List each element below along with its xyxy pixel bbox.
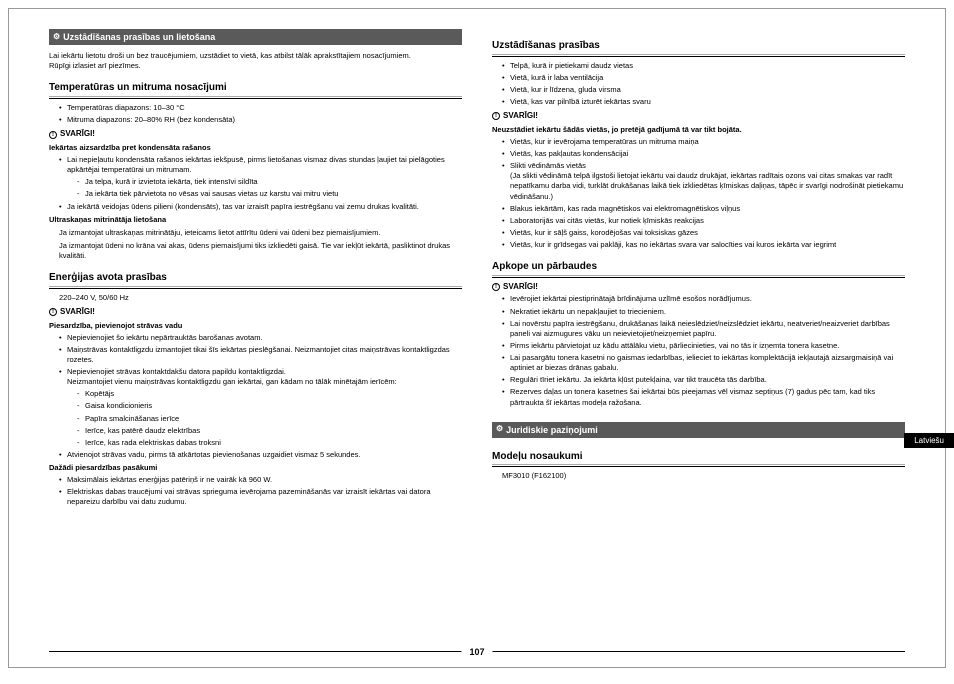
warning-icon: !	[492, 112, 500, 120]
warning-icon: !	[49, 131, 57, 139]
list-item: Mitruma diapazons: 20–80% RH (bez konden…	[59, 115, 462, 125]
bold-heading: Iekārtas aizsardzība pret kondensāta raš…	[49, 143, 462, 153]
list-item: Telpā, kurā ir pietiekami daudz vietas	[502, 61, 905, 71]
list-item: Maksimālais iekārtas enerģijas patēriņš …	[59, 475, 462, 485]
list-item: Ierīce, kas rada elektriskas dabas troks…	[77, 438, 462, 448]
text: Nepievienojiet strāvas kontaktdakšu dato…	[67, 367, 286, 376]
list-item: Lai pasargātu tonera kasetni no gaismas …	[502, 353, 905, 373]
list-item: Blakus iekārtām, kas rada magnētiskos va…	[502, 204, 905, 214]
list-item: Vietās, kas pakļautas kondensācijai	[502, 149, 905, 159]
list-item: Ievērojiet iekārtai piestiprinātajā brīd…	[502, 294, 905, 304]
warning-text: SVARĪGI!	[60, 307, 95, 318]
intro-line: Lai iekārtu lietotu droši un bez traucēj…	[49, 51, 462, 61]
bullet-list: Vietās, kur ir ievērojama temperatūras u…	[492, 137, 905, 250]
list-item: Pirms iekārtu pārvietojat uz kādu attālā…	[502, 341, 905, 351]
page-number: 107	[461, 647, 492, 657]
sub-list: Kopētājs Gaisa kondicionieris Papīra sma…	[67, 389, 462, 448]
list-item: Ja telpa, kurā ir izvietota iekārta, tie…	[77, 177, 462, 187]
warning-icon: !	[49, 308, 57, 316]
bold-heading: Dažādi piesardzības pasākumi	[49, 463, 462, 473]
text: Neizmantojiet vienu maiņstrāvas kontaktl…	[67, 377, 397, 386]
text: (Ja slikti vēdināmā telpā ilgstoši lieto…	[510, 171, 903, 200]
list-item: Vietās, kur ir grīdsegas vai paklāji, ka…	[502, 240, 905, 250]
text: Lai nepieļautu kondensāta rašanos iekārt…	[67, 155, 445, 174]
subheading-install-req: Uzstādīšanas prasības	[492, 39, 905, 57]
subheading-power: Enerģijas avota prasības	[49, 271, 462, 289]
language-tab: Latviešu	[904, 433, 954, 448]
list-item: Ierīce, kas patērē daudz elektrības	[77, 426, 462, 436]
left-column: ⚙Uzstādīšanas prasības un lietošana Lai …	[49, 29, 462, 510]
list-item: Vietās, kur ir ievērojama temperatūras u…	[502, 137, 905, 147]
gear-icon: ⚙	[496, 424, 503, 435]
list-item: Ja iekārta tiek pārvietota no vēsas vai …	[77, 189, 462, 199]
bullet-list: Telpā, kurā ir pietiekami daudz vietas V…	[492, 61, 905, 108]
bold-heading: Ultraskaņas mitrinātāja lietošana	[49, 215, 462, 225]
list-item: Vietā, kas var pilnībā izturēt iekārtas …	[502, 97, 905, 107]
model-text: MF3010 (F162100)	[492, 471, 905, 481]
list-item: Vietās, kur ir sāļš gaiss, korodējošas v…	[502, 228, 905, 238]
intro-text: Lai iekārtu lietotu droši un bez traucēj…	[49, 51, 462, 71]
section-title: Juridiskie paziņojumi	[506, 424, 598, 436]
warning-text: SVARĪGI!	[60, 129, 95, 140]
subheading-models: Modeļu nosaukumi	[492, 450, 905, 468]
section-title: Uzstādīšanas prasības un lietošana	[63, 31, 215, 43]
list-item: Vietā, kurā ir laba ventilācija	[502, 73, 905, 83]
list-item: Lai nepieļautu kondensāta rašanos iekārt…	[59, 155, 462, 200]
two-column-layout: ⚙Uzstādīšanas prasības un lietošana Lai …	[49, 29, 905, 510]
warning-text: SVARĪGI!	[503, 111, 538, 122]
list-item: Maiņstrāvas kontaktligzdu izmantojiet ti…	[59, 345, 462, 365]
list-item: Vietā, kur ir līdzena, gluda virsma	[502, 85, 905, 95]
list-item: Nepievienojiet šo iekārtu nepārtrauktās …	[59, 333, 462, 343]
bullet-list: Lai nepieļautu kondensāta rašanos iekārt…	[49, 155, 462, 212]
subheading-maintenance: Apkope un pārbaudes	[492, 260, 905, 278]
list-item: Papīra smalcināšanas ierīce	[77, 414, 462, 424]
list-item: Gaisa kondicionieris	[77, 401, 462, 411]
list-item: Atvienojot strāvas vadu, pirms tā atkārt…	[59, 450, 462, 460]
warning-label: !SVARĪGI!	[49, 307, 462, 318]
bullet-list: Nepievienojiet šo iekārtu nepārtrauktās …	[49, 333, 462, 460]
warning-icon: !	[492, 283, 500, 291]
list-item: Regulāri tīriet iekārtu. Ja iekārta kļūs…	[502, 375, 905, 385]
list-item: Lai novērstu papīra iestrēgšanu, drukāša…	[502, 319, 905, 339]
gear-icon: ⚙	[53, 32, 60, 43]
list-item: Elektriskas dabas traucējumi vai strāvas…	[59, 487, 462, 507]
warning-label: !SVARĪGI!	[492, 282, 905, 293]
list-item: Laboratorijās vai citās vietās, kur noti…	[502, 216, 905, 226]
text: Slikti vēdināmās vietās	[510, 161, 586, 170]
intro-line: Rūpīgi izlasiet arī piezīmes.	[49, 61, 462, 71]
warning-label: !SVARĪGI!	[49, 129, 462, 140]
list-item: Rezerves daļas un tonera kasetnes šai ie…	[502, 387, 905, 407]
section-header-legal: ⚙Juridiskie paziņojumi	[492, 422, 905, 438]
bullet-list: Ievērojiet iekārtai piestiprinātajā brīd…	[492, 294, 905, 407]
list-item: Nekratiet iekārtu un nepakļaujiet to tri…	[502, 307, 905, 317]
warning-label: !SVARĪGI!	[492, 111, 905, 122]
spec-text: 220–240 V, 50/60 Hz	[49, 293, 462, 303]
subheading-temp: Temperatūras un mitruma nosacījumi	[49, 81, 462, 99]
list-item: Slikti vēdināmās vietās(Ja slikti vēdinā…	[502, 161, 905, 202]
sub-list: Ja telpa, kurā ir izvietota iekārta, tie…	[67, 177, 462, 199]
paragraph: Ja izmantojat ūdeni no krāna vai akas, ū…	[49, 241, 462, 261]
section-header-install: ⚙Uzstādīšanas prasības un lietošana	[49, 29, 462, 45]
paragraph: Ja izmantojat ultraskaņas mitrinātāju, i…	[49, 228, 462, 238]
document-page: ⚙Uzstādīšanas prasības un lietošana Lai …	[8, 8, 946, 668]
list-item: Nepievienojiet strāvas kontaktdakšu dato…	[59, 367, 462, 448]
list-item: Ja iekārtā veidojas ūdens pilieni (konde…	[59, 202, 462, 212]
list-item: Kopētājs	[77, 389, 462, 399]
right-column: Uzstādīšanas prasības Telpā, kurā ir pie…	[492, 29, 905, 510]
warning-text: SVARĪGI!	[503, 282, 538, 293]
bullet-list: Temperatūras diapazons: 10–30 °C Mitruma…	[49, 103, 462, 125]
bold-heading: Neuzstādiet iekārtu šādās vietās, jo pre…	[492, 125, 905, 135]
list-item: Temperatūras diapazons: 10–30 °C	[59, 103, 462, 113]
bullet-list: Maksimālais iekārtas enerģijas patēriņš …	[49, 475, 462, 507]
bold-heading: Piesardzība, pievienojot strāvas vadu	[49, 321, 462, 331]
